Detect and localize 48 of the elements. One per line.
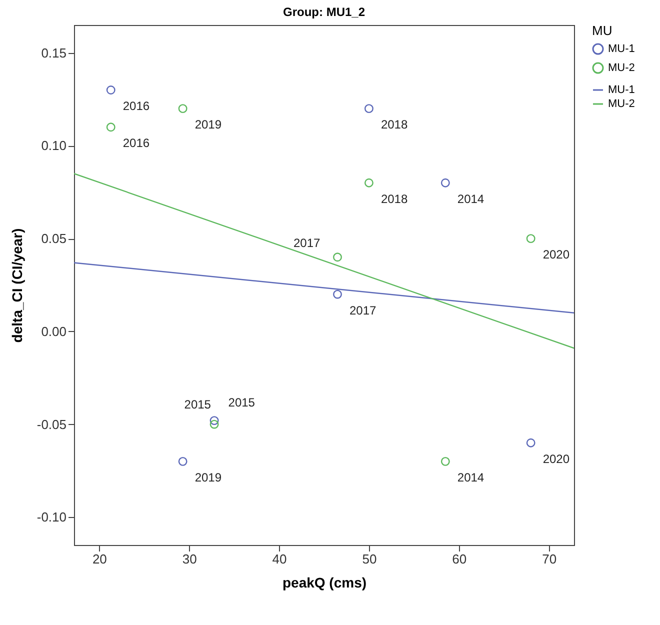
point	[333, 252, 342, 262]
legend-title: MU	[592, 23, 612, 38]
annotation: 2015	[184, 398, 212, 412]
point	[333, 290, 342, 299]
y-tick-label: -0.10	[36, 510, 66, 525]
point	[526, 438, 536, 448]
annotation: 2014	[457, 470, 484, 484]
x-tick-label: 60	[452, 552, 467, 566]
x-axis-title: peakQ (cms)	[282, 574, 367, 590]
y-axis-title: delta_CI (CI/year)	[8, 228, 25, 343]
annotation: 2019	[194, 118, 222, 132]
point	[440, 178, 450, 188]
x-tick-label: 20	[92, 552, 107, 566]
x-tick-label: 30	[182, 552, 197, 566]
x-tick-label: 50	[362, 552, 377, 566]
annotation: 2016	[122, 136, 150, 150]
point	[210, 420, 219, 429]
legend-label: MU-1	[608, 84, 635, 96]
annotation: 2017	[293, 236, 321, 250]
point	[526, 234, 536, 244]
x-tick-label: 70	[542, 552, 557, 566]
annotation: 2020	[542, 452, 570, 466]
y-tick-label: 0.05	[41, 231, 66, 246]
point	[440, 456, 450, 466]
point	[364, 178, 374, 188]
chart-title: Group: MU1_2	[282, 5, 366, 19]
annotation: 2015	[228, 395, 256, 410]
annotation: 2014	[457, 192, 484, 206]
x-tick-label: 40	[272, 552, 287, 566]
point	[364, 104, 374, 114]
legend-label: MU-1	[608, 43, 635, 55]
point	[106, 122, 116, 132]
legend-label: MU-2	[608, 98, 635, 110]
legend-label: MU-2	[608, 62, 635, 74]
y-tick-label: 0.00	[41, 324, 66, 339]
point	[106, 86, 116, 94]
annotation: 2019	[194, 470, 222, 484]
annotation: 2020	[542, 248, 570, 262]
annotation: 2017	[349, 303, 377, 318]
y-tick-label: 0.15	[41, 45, 66, 60]
point	[210, 416, 219, 426]
point	[178, 456, 188, 466]
point	[178, 104, 188, 114]
y-tick-label: -0.05	[36, 416, 66, 432]
annotation: 2018	[380, 192, 408, 206]
annotation: 2016	[122, 99, 150, 113]
y-tick-label: 0.10	[41, 138, 66, 154]
annotation: 2018	[380, 118, 408, 132]
